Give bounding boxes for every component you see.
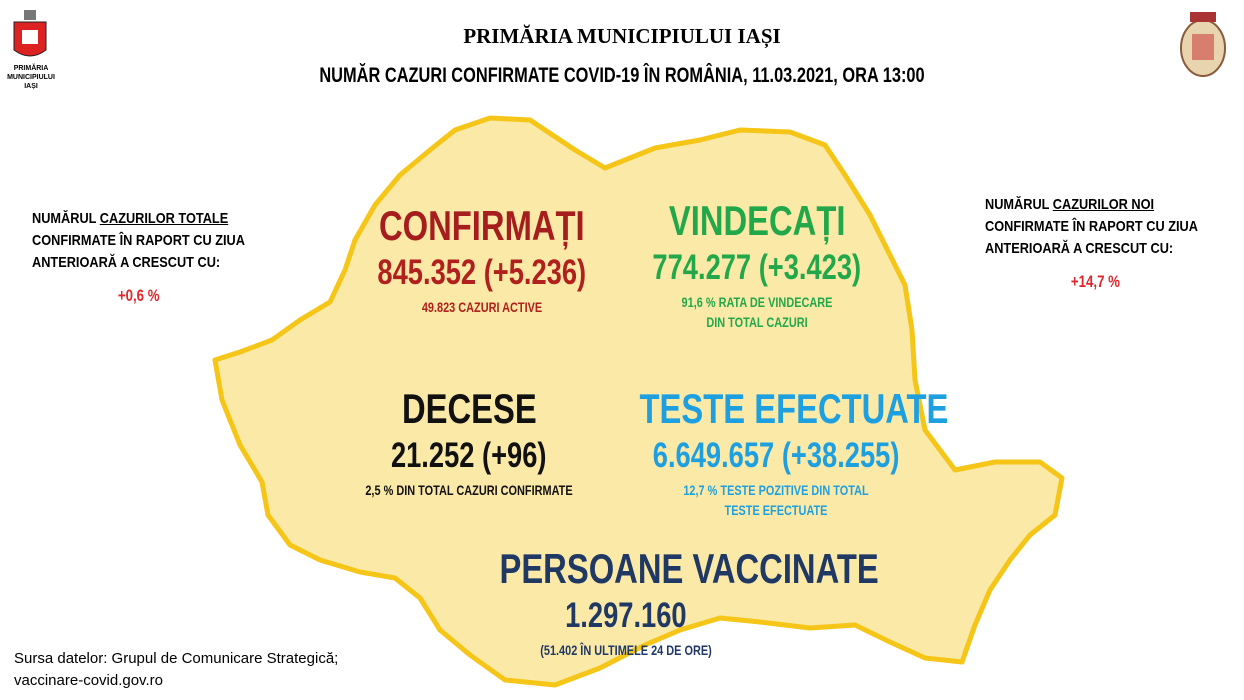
- note-text: NUMĂRUL: [985, 196, 1050, 213]
- subtitle-wrap: NUMĂR CAZURI CONFIRMATE COVID-19 ÎN ROMÂ…: [0, 64, 1244, 88]
- note-text: CONFIRMATE ÎN RAPORT CU ZIUA ANTERIOARĂ …: [985, 218, 1198, 257]
- logo-text: PRIMĂRIA MUNICIPIULUI IAȘI: [2, 64, 60, 91]
- note-emphasis: CAZURILOR TOTALE: [99, 210, 229, 227]
- stat-note: 2,5 % DIN TOTAL CAZURI CONFIRMATE: [365, 482, 573, 498]
- stat-value: 21.252 (+96): [391, 436, 547, 475]
- source-line: Sursa datelor: Grupul de Comunicare Stra…: [14, 650, 339, 667]
- stat-title: CONFIRMAȚI: [379, 202, 585, 249]
- stat-note: (51.402 ÎN ULTIMELE 24 DE ORE): [540, 642, 712, 658]
- stat-value: 1.297.160: [565, 596, 687, 635]
- stat-value: 845.352 (+5.236): [377, 253, 587, 292]
- stat-title: VINDECAȚI: [668, 197, 846, 244]
- stat-note: 91,6 % RATA DE VINDECARE DIN TOTAL CAZUR…: [681, 294, 833, 330]
- stat-value: 6.649.657 (+38.255): [652, 436, 900, 475]
- footer: Sursa datelor: Grupul de Comunicare Stra…: [14, 648, 338, 692]
- note-value: +0,6 %: [118, 286, 160, 305]
- source-line: vaccinare-covid.gov.ro: [14, 672, 163, 689]
- romania-map: [212, 115, 1065, 688]
- logo-line: PRIMĂRIA: [13, 65, 49, 72]
- stat-confirmed: CONFIRMAȚI 845.352 (+5.236) 49.823 CAZUR…: [302, 203, 662, 317]
- stat-note: 12,7 % TESTE POZITIVE DIN TOTAL TESTE EF…: [683, 482, 869, 518]
- city-logo: [13, 10, 47, 57]
- stat-deaths: DECESE 21.252 (+96) 2,5 % DIN TOTAL CAZU…: [289, 386, 649, 500]
- note-emphasis: CAZURILOR NOI: [1052, 196, 1155, 213]
- logo-line: IAȘI: [24, 83, 38, 90]
- stat-note: 49.823 CAZURI ACTIVE: [421, 299, 543, 315]
- title: PRIMĂRIA MUNICIPIULUI IAȘI: [463, 24, 781, 48]
- note-text: NUMĂRUL: [32, 210, 97, 227]
- stat-title: DECESE: [401, 385, 537, 432]
- stat-tests: TESTE EFECTUATE 6.649.657 (+38.255) 12,7…: [596, 386, 956, 520]
- stat-title: PERSOANE VACCINATE: [499, 545, 879, 592]
- note-text: CONFIRMATE ÎN RAPORT CU ZIUA ANTERIOARĂ …: [32, 232, 245, 271]
- note-left: NUMĂRUL CAZURILOR TOTALE CONFIRMATE ÎN R…: [32, 208, 245, 274]
- note-value-wrap: +0,6 %: [14, 286, 264, 306]
- note-value: +14,7 %: [1070, 272, 1120, 291]
- subtitle: NUMĂR CAZURI CONFIRMATE COVID-19 ÎN ROMÂ…: [319, 64, 925, 87]
- logo-line: MUNICIPIULUI: [7, 74, 55, 81]
- stat-vaccinated: PERSOANE VACCINATE 1.297.160 (51.402 ÎN …: [446, 546, 878, 660]
- stat-recovered: VINDECAȚI 774.277 (+3.423) 91,6 % RATA D…: [577, 198, 937, 332]
- crest: [1180, 12, 1226, 77]
- stat-title: TESTE EFECTUATE: [639, 385, 949, 432]
- note-right: NUMĂRUL CAZURILOR NOI CONFIRMATE ÎN RAPO…: [985, 194, 1198, 260]
- stat-value: 774.277 (+3.423): [652, 248, 862, 287]
- note-value-wrap: +14,7 %: [970, 272, 1220, 292]
